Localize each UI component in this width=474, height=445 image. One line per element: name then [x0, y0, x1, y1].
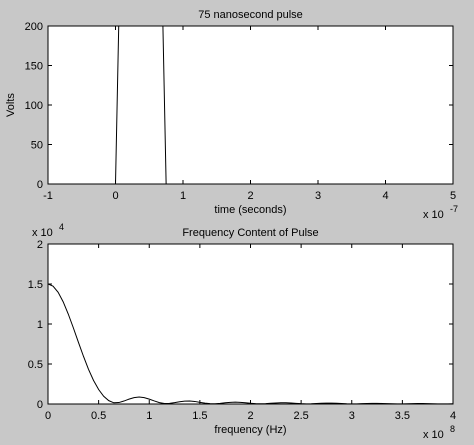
- y-exponent-power: 4: [59, 222, 64, 232]
- chart-title: Frequency Content of Pulse: [182, 227, 318, 239]
- y-tick-label: 0: [37, 179, 43, 191]
- x-exponent-base: x 10: [423, 429, 444, 441]
- x-tick-label: 1: [180, 190, 186, 202]
- chart-title: 75 nanosecond pulse: [198, 9, 303, 21]
- x-tick-label: 2: [247, 410, 253, 422]
- x-tick-label: 5: [450, 190, 456, 202]
- y-tick-label: 1.5: [28, 279, 43, 291]
- x-tick-label: 2.5: [293, 410, 308, 422]
- y-tick-label: 2: [37, 239, 43, 251]
- x-axis-label: frequency (Hz): [214, 424, 286, 436]
- x-tick-label: 3: [349, 410, 355, 422]
- x-tick-label: 0: [112, 190, 118, 202]
- y-tick-label: 0.5: [28, 359, 43, 371]
- x-exponent-power: 8: [450, 424, 455, 434]
- x-tick-label: 3: [315, 190, 321, 202]
- x-tick-label: 1.5: [192, 410, 207, 422]
- x-tick-label: 3.5: [395, 410, 410, 422]
- axes-background: [48, 244, 453, 404]
- y-tick-label: 1: [37, 319, 43, 331]
- x-tick-label: 0: [45, 410, 51, 422]
- x-exponent-power: -7: [450, 204, 458, 214]
- x-tick-label: 2: [247, 190, 253, 202]
- x-tick-label: 1: [146, 410, 152, 422]
- y-tick-label: 0: [37, 399, 43, 411]
- y-exponent-base: x 10: [32, 227, 53, 239]
- x-tick-label: 4: [382, 190, 388, 202]
- x-tick-label: -1: [43, 190, 53, 202]
- y-tick-label: 200: [25, 21, 43, 33]
- y-axis-label: Volts: [5, 93, 17, 117]
- y-tick-label: 100: [25, 100, 43, 112]
- y-tick-label: 150: [25, 61, 43, 73]
- frequency-domain-plot: 0 0.5 1 1.5 2 2.5 3 3.5 4 0 0.5 1 1.5 2 Frequency Cont…: [28, 222, 456, 441]
- x-tick-label: 4: [450, 410, 456, 422]
- axes-background: [48, 26, 453, 184]
- x-axis-label: time (seconds): [214, 204, 286, 216]
- x-tick-label: 0.5: [91, 410, 106, 422]
- y-tick-label: 50: [31, 140, 43, 152]
- x-exponent-base: x 10: [423, 209, 444, 221]
